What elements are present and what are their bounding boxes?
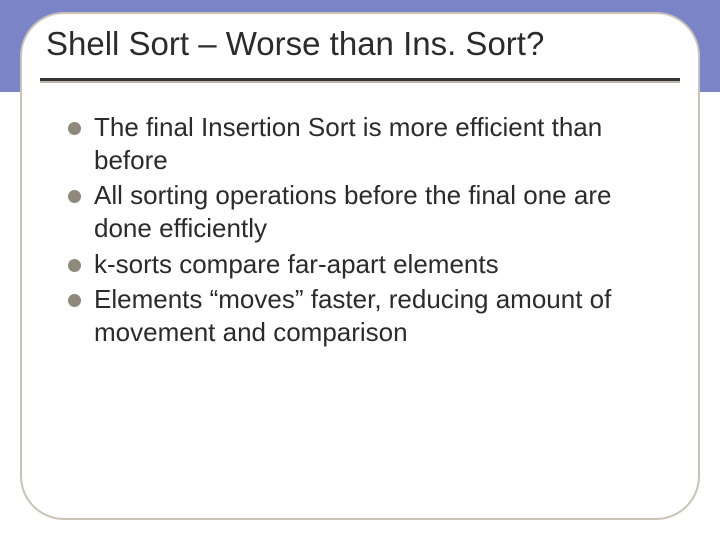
slide-title: Shell Sort – Worse than Ins. Sort?	[46, 24, 674, 64]
bullet-dot-icon	[68, 190, 81, 203]
bullet-item: The final Insertion Sort is more efficie…	[68, 111, 652, 178]
bullet-dot-icon	[68, 259, 81, 272]
bullet-list: The final Insertion Sort is more efficie…	[68, 111, 652, 350]
title-wrap: Shell Sort – Worse than Ins. Sort?	[22, 14, 698, 72]
bullet-text: k-sorts compare far-apart elements	[94, 249, 499, 279]
bullet-item: All sorting operations before the final …	[68, 179, 652, 246]
bullet-text: Elements “moves” faster, reducing amount…	[94, 284, 611, 347]
slide-card: Shell Sort – Worse than Ins. Sort? The f…	[20, 12, 700, 520]
bullet-text: The final Insertion Sort is more efficie…	[94, 112, 602, 175]
bullet-text: All sorting operations before the final …	[94, 180, 611, 243]
bullet-dot-icon	[68, 122, 81, 135]
bullet-dot-icon	[68, 294, 81, 307]
bullet-item: k-sorts compare far-apart elements	[68, 248, 652, 281]
slide-body: The final Insertion Sort is more efficie…	[22, 83, 698, 350]
bullet-item: Elements “moves” faster, reducing amount…	[68, 283, 652, 350]
